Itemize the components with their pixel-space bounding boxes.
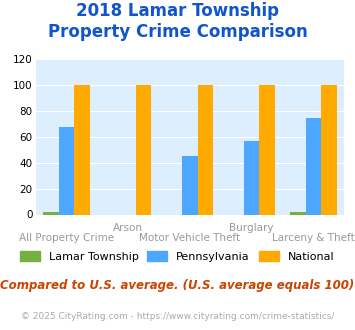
Text: Arson: Arson (113, 223, 143, 233)
Text: Burglary: Burglary (229, 223, 274, 233)
Text: 2018 Lamar Township: 2018 Lamar Township (76, 2, 279, 20)
Legend: Lamar Township, Pennsylvania, National: Lamar Township, Pennsylvania, National (20, 251, 334, 262)
Bar (136, 85, 151, 214)
Bar (244, 141, 260, 214)
Bar (59, 127, 74, 214)
Text: Larceny & Theft: Larceny & Theft (272, 233, 355, 243)
Text: Property Crime Comparison: Property Crime Comparison (48, 23, 307, 41)
Text: © 2025 CityRating.com - https://www.cityrating.com/crime-statistics/: © 2025 CityRating.com - https://www.city… (21, 312, 334, 321)
Bar (182, 156, 198, 214)
Bar (306, 117, 321, 214)
Bar (74, 85, 89, 214)
Bar (290, 212, 306, 215)
Bar (260, 85, 275, 214)
Bar (43, 212, 59, 215)
Text: Motor Vehicle Theft: Motor Vehicle Theft (140, 233, 240, 243)
Bar (198, 85, 213, 214)
Text: All Property Crime: All Property Crime (19, 233, 114, 243)
Text: Compared to U.S. average. (U.S. average equals 100): Compared to U.S. average. (U.S. average … (0, 279, 355, 292)
Bar (321, 85, 337, 214)
